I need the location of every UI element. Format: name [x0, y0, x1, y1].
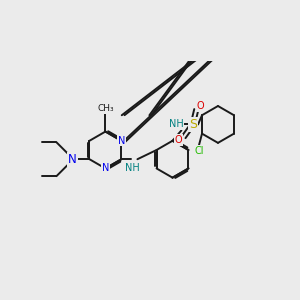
Text: NH: NH [125, 163, 140, 172]
Text: N: N [102, 164, 109, 173]
Text: O: O [197, 101, 205, 111]
Text: NH: NH [169, 119, 183, 129]
Text: N: N [68, 153, 77, 166]
Text: N: N [118, 136, 125, 146]
Text: CH₃: CH₃ [97, 104, 114, 113]
Text: O: O [175, 135, 182, 145]
Text: Cl: Cl [194, 146, 204, 156]
Text: S: S [189, 118, 197, 131]
